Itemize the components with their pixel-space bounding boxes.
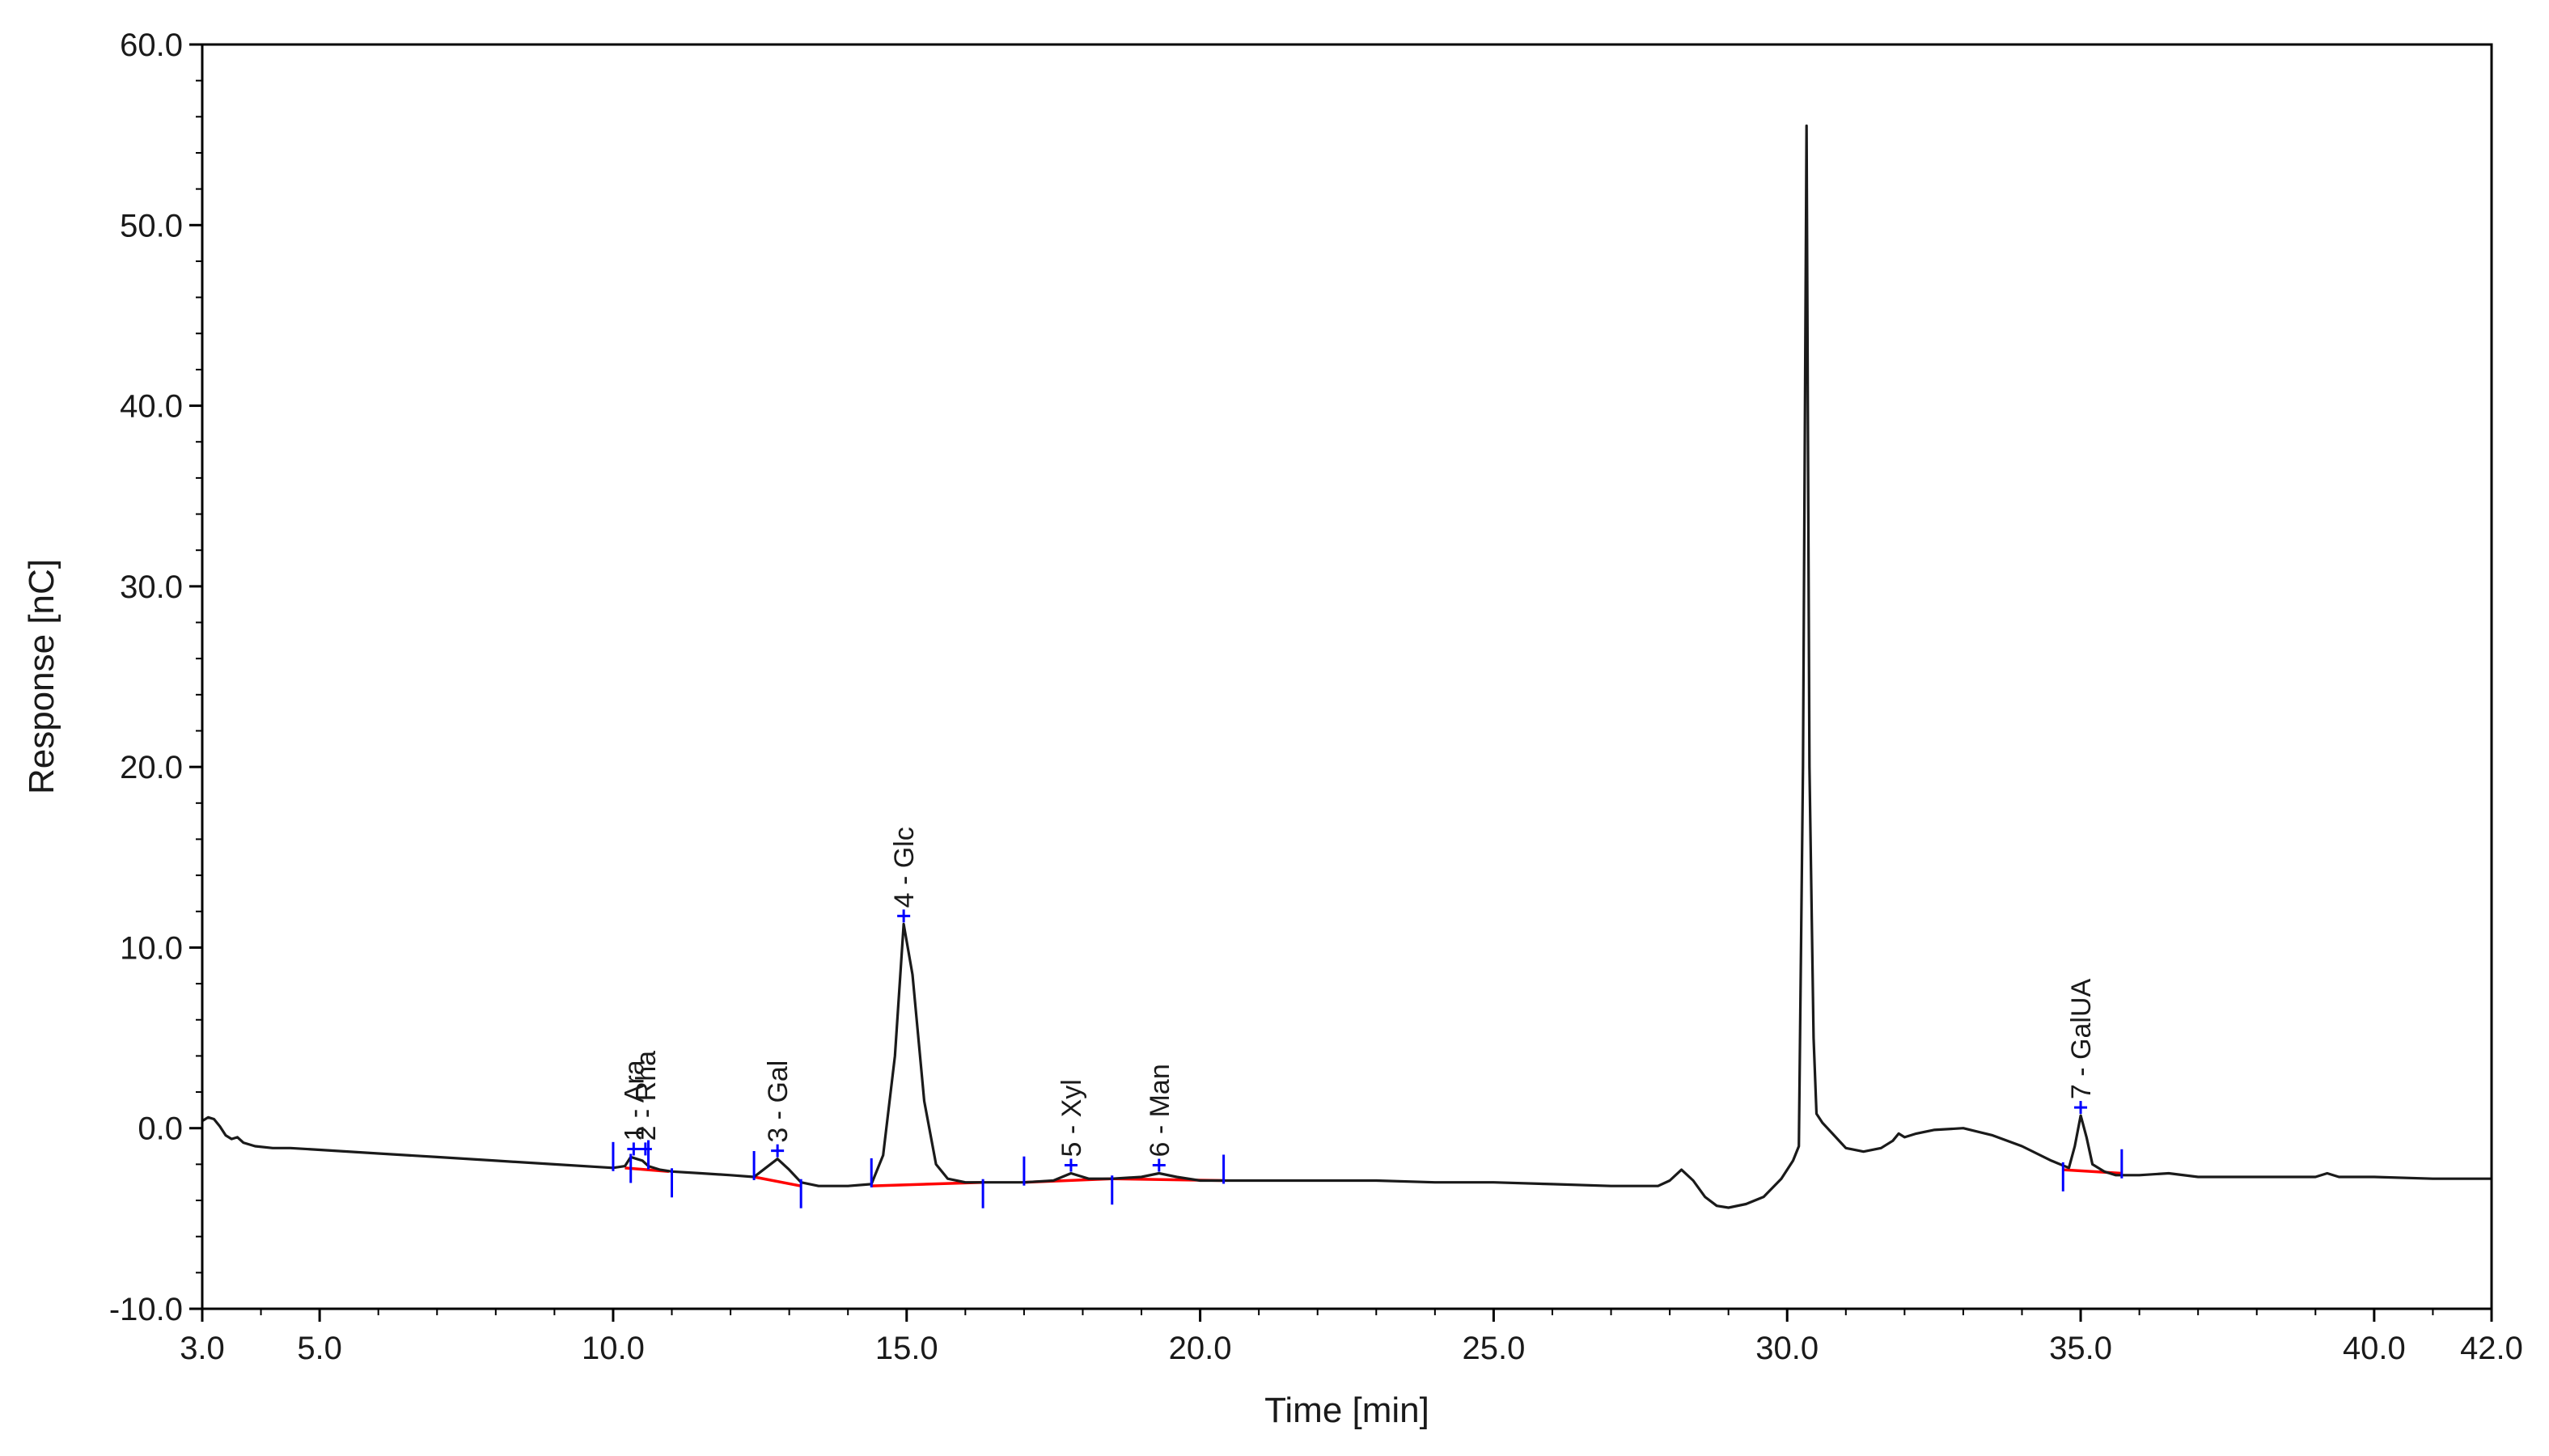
peak-label: 1 - Ara bbox=[619, 1060, 650, 1141]
y-tick-label: 30.0 bbox=[120, 569, 183, 605]
y-tick-label: 40.0 bbox=[120, 389, 183, 425]
x-tick-label: 3.0 bbox=[180, 1331, 225, 1366]
peak-label: 3 - Gal bbox=[763, 1060, 794, 1143]
minor-ticks bbox=[196, 79, 2434, 1315]
y-axis-title: Response [nC] bbox=[22, 559, 61, 794]
peak-label: 2 - Rha bbox=[631, 1051, 662, 1141]
x-tick-label: 42.0 bbox=[2460, 1331, 2523, 1366]
y-tick-label: 20.0 bbox=[120, 750, 183, 785]
x-tick-label: 35.0 bbox=[2049, 1331, 2112, 1366]
x-tick-label: 5.0 bbox=[297, 1331, 342, 1366]
y-tick-label: 60.0 bbox=[120, 28, 183, 63]
integration-baseline bbox=[2063, 1168, 2122, 1175]
peak-label: 5 - Xyl bbox=[1056, 1079, 1087, 1157]
integration-baselines bbox=[625, 1166, 2122, 1187]
y-axis: -10.0 0.0 10.0 20.0 30.0 40.0 50.0 60.0 bbox=[109, 28, 202, 1327]
x-tick-label: 10.0 bbox=[582, 1331, 645, 1366]
integration-baseline bbox=[753, 1175, 802, 1187]
integration-markers bbox=[612, 1140, 2123, 1208]
y-tick-label: 10.0 bbox=[120, 930, 183, 966]
y-tick-label: 0.0 bbox=[138, 1111, 183, 1147]
y-tick-label: -10.0 bbox=[109, 1292, 183, 1327]
x-tick-label: 40.0 bbox=[2343, 1331, 2406, 1366]
y-tick-label: 50.0 bbox=[120, 208, 183, 243]
peak-label: 6 - Man bbox=[1145, 1064, 1175, 1157]
x-axis: 3.0 5.0 10.0 15.0 20.0 25.0 30.0 35.0 40.0 42.0 bbox=[180, 1309, 2523, 1366]
plot-frame bbox=[201, 43, 2493, 1310]
peak-label: 4 - Glc bbox=[889, 827, 920, 908]
x-tick-label: 15.0 bbox=[875, 1331, 938, 1366]
chromatogram-trace bbox=[201, 124, 2492, 1209]
x-tick-label: 20.0 bbox=[1169, 1331, 1232, 1366]
peak-label: 7 - GalUA bbox=[2066, 978, 2097, 1099]
x-axis-title: Time [min] bbox=[1264, 1390, 1429, 1430]
x-tick-label: 25.0 bbox=[1462, 1331, 1525, 1366]
x-tick-label: 30.0 bbox=[1755, 1331, 1819, 1366]
